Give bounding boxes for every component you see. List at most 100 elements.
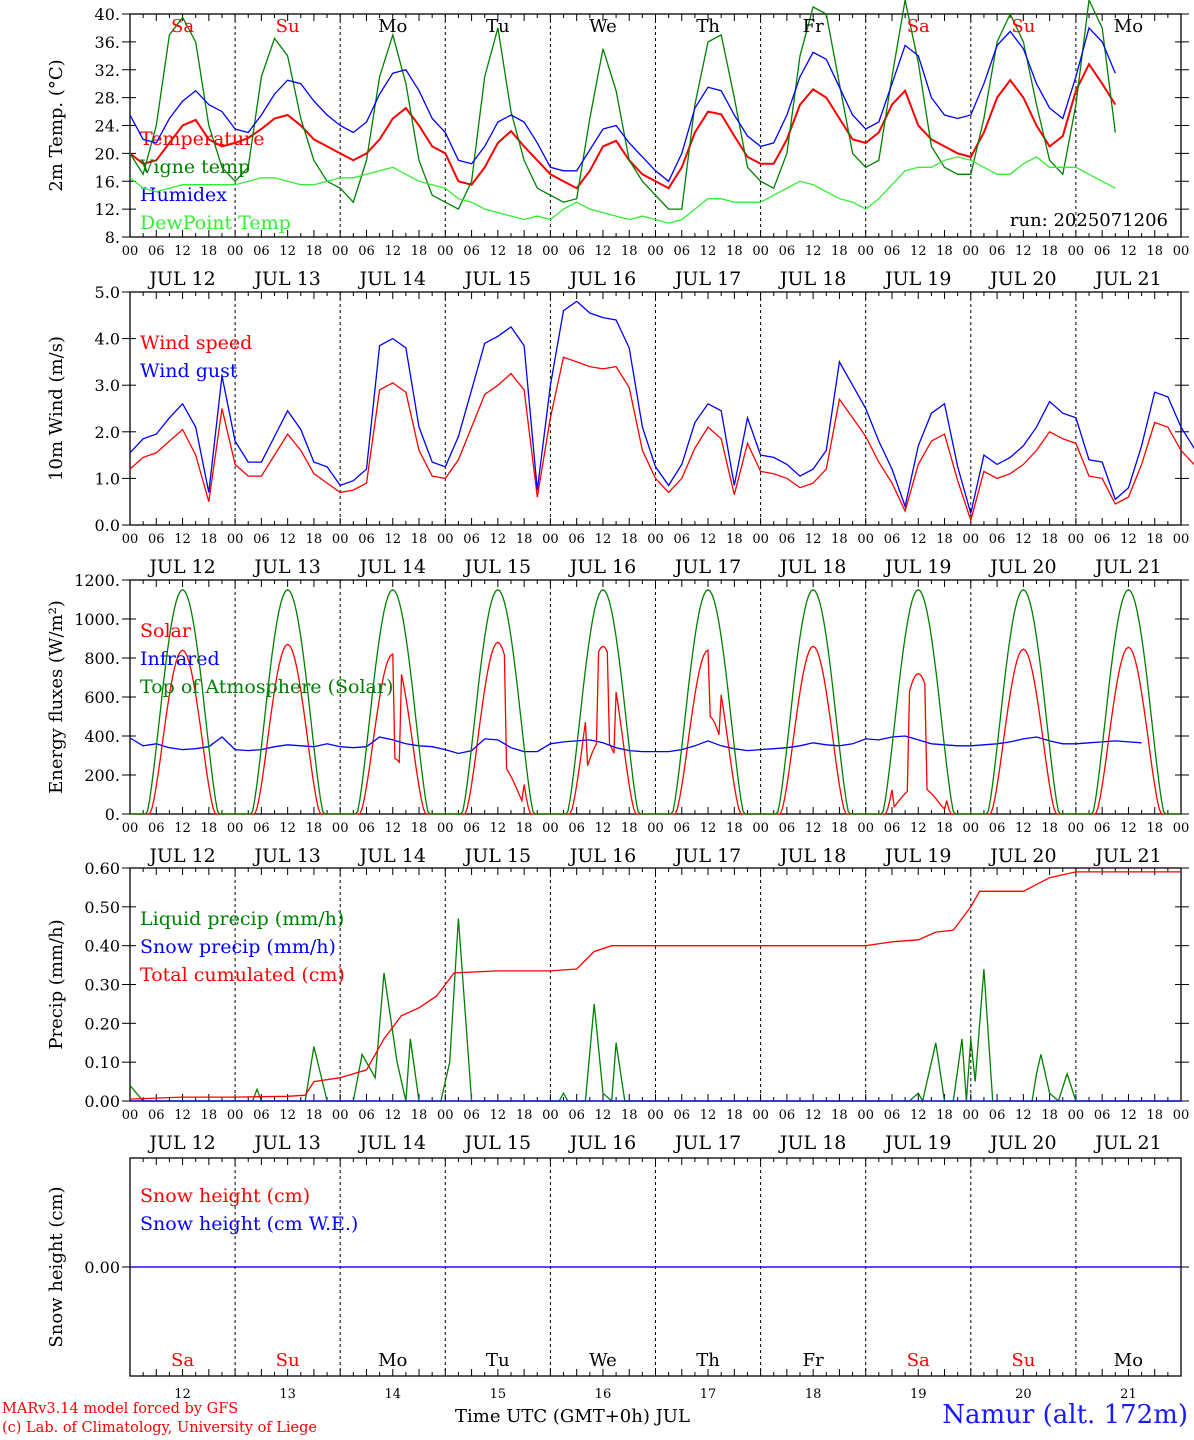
- hour-tick-label: 12: [1015, 821, 1032, 836]
- hour-tick-label: 06: [989, 244, 1006, 259]
- hour-tick-label: 00: [332, 821, 349, 836]
- y-tick-label: 24.: [95, 117, 120, 136]
- legend-temperature: Temperature: [140, 128, 264, 150]
- hour-tick-label: 18: [831, 244, 848, 259]
- hour-tick-label: 00: [963, 532, 980, 547]
- day-number-label: 17: [700, 1387, 717, 1402]
- hour-tick-label: 18: [1041, 244, 1058, 259]
- hour-tick-label: 18: [201, 532, 218, 547]
- weekday-label: We: [589, 1350, 617, 1371]
- panel-temperature: 00 06 12 18 JUL 12 00 06 12 18 JUL 13 00 06 12 18 JUL …: [46, 0, 1189, 290]
- legend-top-of-atmosphere-solar-: Top of Atmosphere (Solar): [140, 676, 393, 698]
- hour-tick-label: 12: [910, 532, 927, 547]
- day-number-label: 15: [490, 1387, 507, 1402]
- hour-tick-label: 18: [411, 532, 428, 547]
- hour-tick-label: 18: [936, 532, 953, 547]
- hour-tick-label: 00: [437, 532, 454, 547]
- weekday-label: Mo: [378, 1350, 407, 1371]
- date-label: JUL 13: [252, 845, 320, 867]
- hour-tick-label: 00: [542, 532, 559, 547]
- hour-tick-label: 06: [989, 821, 1006, 836]
- y-axis-label: Snow height (cm): [46, 1186, 67, 1347]
- legend-vigne-temp: Vigne temp: [139, 156, 250, 178]
- y-tick-label: 4.0: [95, 330, 120, 349]
- hour-tick-label: 12: [490, 532, 507, 547]
- hour-tick-label: 12: [700, 821, 717, 836]
- hour-tick-label: 00: [963, 1108, 980, 1123]
- hour-tick-label: 12: [595, 532, 612, 547]
- y-tick-label: 0.00: [84, 1258, 120, 1277]
- hour-tick-label: 06: [463, 1108, 480, 1123]
- y-tick-label: 12.: [95, 200, 120, 219]
- hour-tick-label: 12: [384, 1108, 401, 1123]
- date-label: JUL 20: [988, 556, 1056, 578]
- hour-tick-label: 18: [411, 244, 428, 259]
- hour-tick-label: 06: [1094, 821, 1111, 836]
- series-line-top-of-atmosphere-solar-: [130, 589, 1181, 815]
- y-tick-label: 1.0: [95, 469, 120, 488]
- hour-tick-label: 18: [936, 821, 953, 836]
- series-line-wind-gust: [129, 300, 1194, 514]
- date-label: JUL 18: [778, 1132, 846, 1154]
- hour-tick-label: 00: [542, 244, 559, 259]
- y-tick-label: 3.0: [95, 376, 120, 395]
- hour-tick-label: 18: [1146, 1108, 1163, 1123]
- hour-tick-label: 18: [201, 1108, 218, 1123]
- panel-frame: [129, 13, 1182, 238]
- hour-tick-label: 06: [674, 532, 691, 547]
- date-label: JUL 15: [463, 1132, 531, 1154]
- hour-tick-label: 18: [201, 244, 218, 259]
- date-label: JUL 16: [568, 1132, 636, 1154]
- date-label: JUL 13: [252, 268, 320, 290]
- hour-tick-label: 12: [595, 244, 612, 259]
- y-tick-label: 16.: [95, 172, 120, 191]
- hour-tick-label: 06: [463, 821, 480, 836]
- hour-tick-label: 12: [384, 821, 401, 836]
- hour-tick-label: 06: [568, 532, 585, 547]
- legend-snow-precip-mm-h-: Snow precip (mm/h): [140, 936, 336, 958]
- hour-tick-label: 12: [279, 244, 296, 259]
- date-label: JUL 13: [252, 1132, 320, 1154]
- series-line-total-cumulated-cm-: [129, 871, 1181, 1100]
- hour-tick-label: 06: [253, 244, 270, 259]
- lab-credit: (c) Lab. of Climatology, University of L…: [2, 1420, 317, 1436]
- hour-tick-label: 06: [463, 532, 480, 547]
- date-label: JUL 15: [463, 268, 531, 290]
- legend-infrared: Infrared: [140, 648, 220, 670]
- hour-tick-label: 00: [122, 1108, 139, 1123]
- y-tick-label: 8.: [105, 228, 120, 247]
- date-label: JUL 18: [778, 845, 846, 867]
- y-axis-label: Energy fluxes (W/m²): [46, 600, 67, 794]
- y-tick-label: 32.: [95, 61, 120, 80]
- legend-solar: Solar: [140, 620, 192, 642]
- hour-tick-label: 06: [253, 1108, 270, 1123]
- date-label: JUL 21: [1093, 268, 1161, 290]
- y-axis-label: 10m Wind (m/s): [46, 336, 67, 481]
- hour-tick-label: 18: [831, 532, 848, 547]
- hour-tick-label: 06: [674, 1108, 691, 1123]
- weekday-label: Tu: [486, 16, 510, 37]
- y-tick-label: 0.: [105, 805, 120, 824]
- hour-tick-label: 06: [148, 244, 165, 259]
- hour-tick-label: 12: [1015, 244, 1032, 259]
- date-label: JUL 21: [1093, 556, 1161, 578]
- y-tick-label: 0.60: [84, 859, 120, 878]
- hour-tick-label: 00: [1173, 821, 1190, 836]
- series-line-wind-speed: [129, 356, 1194, 523]
- hour-tick-label: 00: [752, 821, 769, 836]
- hour-tick-label: 00: [647, 821, 664, 836]
- hour-tick-label: 00: [1173, 532, 1190, 547]
- date-label: JUL 16: [568, 268, 636, 290]
- legend-humidex: Humidex: [140, 184, 227, 206]
- date-label: JUL 20: [988, 268, 1056, 290]
- hour-tick-label: 06: [358, 1108, 375, 1123]
- date-label: JUL 14: [358, 1132, 426, 1154]
- hour-tick-label: 12: [384, 532, 401, 547]
- hour-tick-label: 12: [384, 244, 401, 259]
- series-line-dewpoint-temp: [129, 156, 1116, 224]
- hour-tick-label: 18: [1041, 1108, 1058, 1123]
- day-number-label: 20: [1015, 1387, 1032, 1402]
- date-label: JUL 19: [883, 556, 951, 578]
- hour-tick-label: 00: [122, 532, 139, 547]
